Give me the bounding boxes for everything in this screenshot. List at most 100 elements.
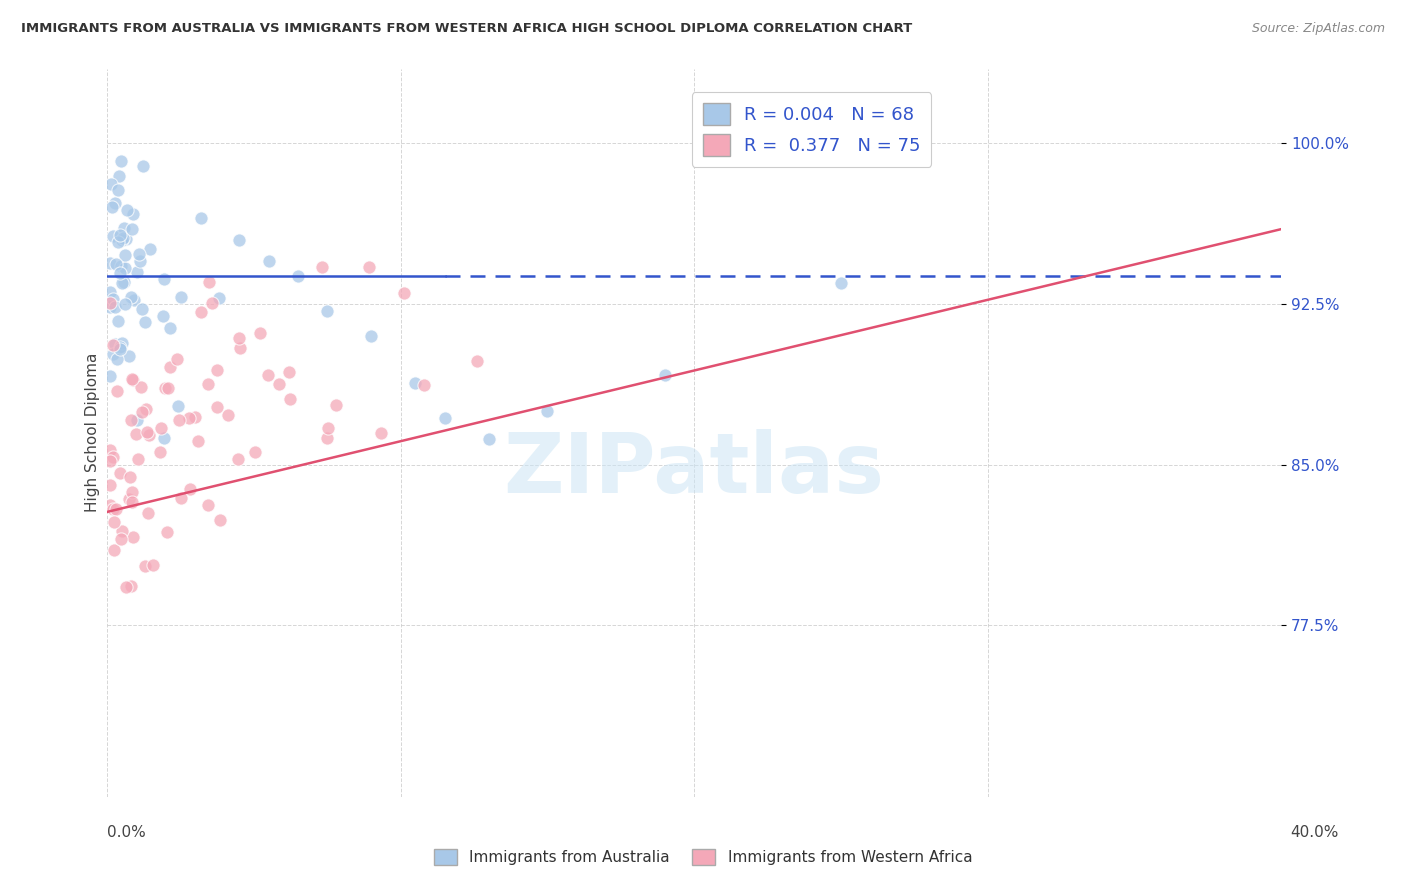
Point (121, 372, 143, 386)
Text: 0.0%: 0.0% (107, 825, 146, 840)
Point (122, 293, 145, 307)
Legend: Immigrants from Australia, Immigrants from Western Africa: Immigrants from Australia, Immigrants fr… (427, 843, 979, 871)
Point (107, 313, 129, 327)
Point (110, 532, 132, 546)
Point (101, 450, 124, 464)
Point (150, 420, 173, 434)
Point (121, 485, 143, 500)
Point (108, 227, 131, 242)
Point (159, 359, 181, 374)
Point (122, 207, 145, 221)
Point (187, 434, 209, 448)
Point (105, 384, 128, 398)
Point (205, 400, 228, 414)
Point (98, 285, 121, 299)
Point (115, 202, 138, 217)
Point (135, 401, 157, 416)
Point (98, 369, 121, 384)
Point (136, 507, 159, 521)
Point (127, 265, 149, 279)
Point (128, 246, 150, 260)
Point (98, 300, 121, 314)
Point (125, 413, 148, 427)
Point (226, 451, 249, 466)
Point (110, 154, 132, 169)
Point (110, 338, 132, 352)
Point (654, 368, 676, 382)
Point (139, 242, 162, 256)
Point (101, 200, 124, 214)
Point (157, 381, 180, 395)
Point (278, 365, 301, 379)
Point (107, 169, 129, 183)
Point (108, 266, 131, 280)
Legend: R = 0.004   N = 68, R =  0.377   N = 75: R = 0.004 N = 68, R = 0.377 N = 75 (692, 92, 931, 167)
Point (197, 377, 219, 392)
Point (243, 445, 266, 459)
Point (136, 425, 159, 440)
Point (267, 376, 290, 391)
Point (167, 412, 190, 426)
Point (316, 421, 339, 435)
Point (120, 579, 142, 593)
Point (228, 331, 250, 345)
Point (111, 335, 134, 350)
Point (98, 256, 121, 270)
Point (359, 260, 381, 275)
Point (257, 368, 280, 383)
Point (103, 542, 125, 557)
Point (114, 248, 136, 262)
Text: Source: ZipAtlas.com: Source: ZipAtlas.com (1251, 22, 1385, 36)
Point (121, 495, 143, 509)
Point (120, 413, 142, 427)
Point (153, 382, 176, 396)
Point (131, 405, 153, 419)
Point (287, 269, 309, 284)
Y-axis label: High School Diploma: High School Diploma (86, 353, 100, 512)
Point (190, 211, 212, 226)
Point (122, 530, 145, 544)
Point (478, 432, 501, 446)
Point (217, 408, 239, 422)
Point (228, 233, 250, 247)
Point (98, 295, 121, 310)
Point (360, 329, 382, 343)
Point (152, 310, 174, 324)
Point (105, 257, 128, 271)
Point (108, 343, 131, 357)
Point (138, 428, 160, 442)
Point (111, 524, 134, 538)
Point (118, 491, 141, 506)
Point (107, 183, 129, 197)
Point (103, 515, 125, 529)
Text: 40.0%: 40.0% (1291, 825, 1339, 840)
Point (311, 260, 333, 274)
Point (129, 380, 152, 394)
Point (170, 491, 193, 505)
Point (152, 431, 174, 445)
Point (394, 285, 416, 300)
Point (98, 478, 121, 492)
Point (159, 320, 181, 334)
Point (114, 260, 136, 275)
Point (208, 291, 231, 305)
Text: IMMIGRANTS FROM AUSTRALIA VS IMMIGRANTS FROM WESTERN AFRICA HIGH SCHOOL DIPLOMA : IMMIGRANTS FROM AUSTRALIA VS IMMIGRANTS … (21, 22, 912, 36)
Point (149, 445, 172, 459)
Point (107, 352, 129, 367)
Point (103, 338, 125, 352)
Point (112, 220, 135, 235)
Point (465, 354, 488, 368)
Point (278, 392, 301, 406)
Point (125, 426, 148, 441)
Point (249, 326, 271, 341)
Point (316, 431, 339, 445)
Point (104, 337, 127, 351)
Point (198, 275, 221, 289)
Point (118, 349, 141, 363)
Point (166, 351, 188, 366)
Point (115, 232, 138, 246)
Text: ZIPatlas: ZIPatlas (503, 428, 884, 509)
Point (131, 302, 153, 317)
Point (370, 426, 392, 441)
Point (166, 400, 188, 414)
